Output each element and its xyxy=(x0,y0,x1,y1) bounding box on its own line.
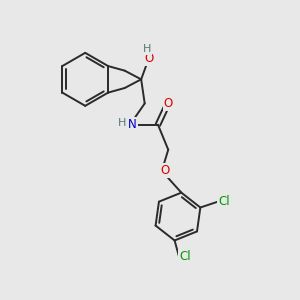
Text: O: O xyxy=(164,98,173,110)
Text: Cl: Cl xyxy=(179,250,191,263)
Text: H: H xyxy=(143,44,152,54)
Text: O: O xyxy=(160,164,169,177)
Text: Cl: Cl xyxy=(218,195,230,208)
Text: H: H xyxy=(118,118,126,128)
Text: N: N xyxy=(128,118,137,131)
Text: O: O xyxy=(144,52,153,65)
